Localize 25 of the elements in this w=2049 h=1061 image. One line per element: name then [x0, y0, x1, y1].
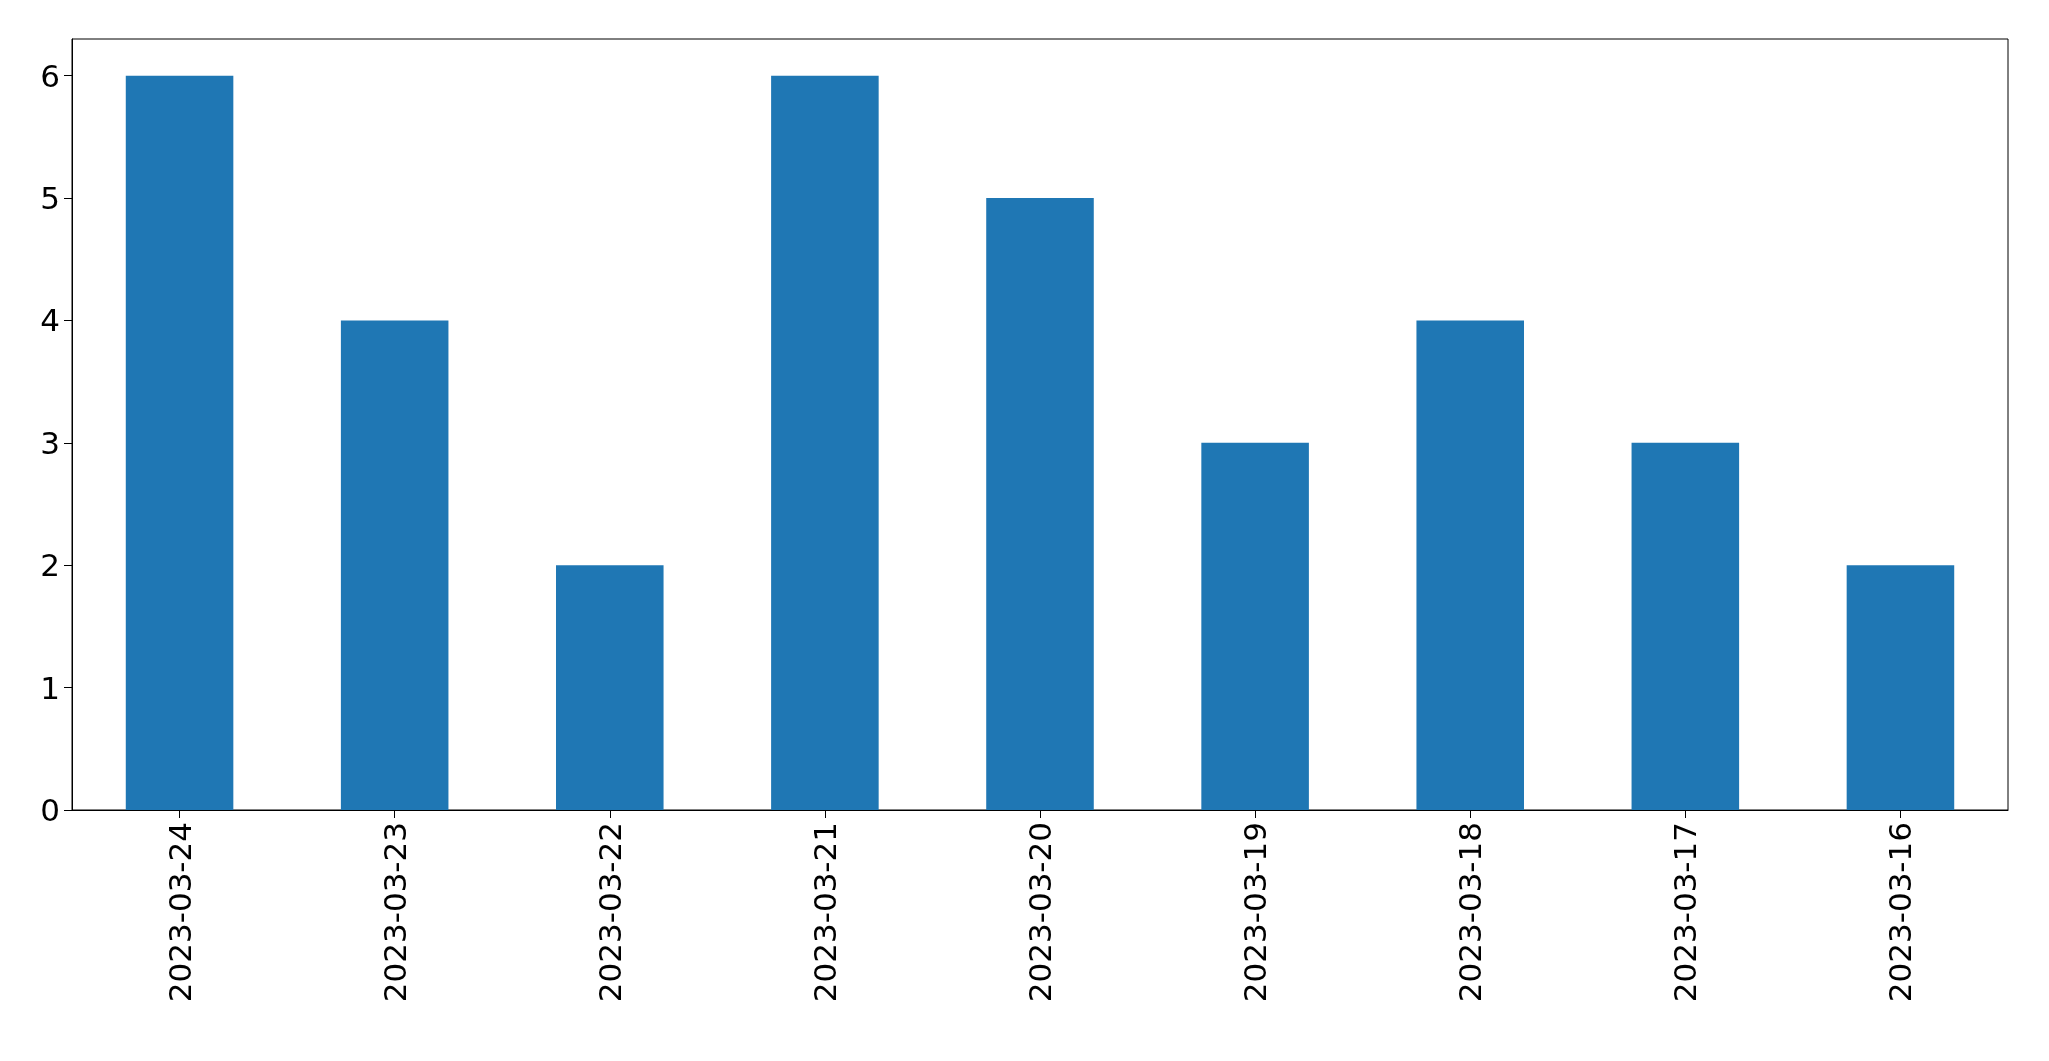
y-tick-label: 4: [40, 302, 60, 339]
y-tick-label: 3: [40, 424, 60, 461]
bar: [556, 565, 664, 810]
x-tick-label: 2023-03-16: [1882, 822, 1919, 1003]
y-tick-label: 0: [40, 792, 60, 828]
x-tick-label: 2023-03-20: [1022, 822, 1058, 1003]
bar: [771, 75, 879, 810]
bar: [1416, 320, 1524, 810]
y-tick-label: 5: [40, 180, 60, 217]
x-tick-label: 2023-03-24: [161, 822, 198, 1003]
y-tick-label: 6: [40, 57, 60, 94]
bar: [986, 198, 1094, 810]
bar: [1846, 565, 1955, 810]
bar: [125, 75, 234, 810]
x-tick-label: 2023-03-21: [806, 822, 843, 1003]
y-tick-label: 2: [40, 547, 60, 584]
x-tick-label: 2023-03-17: [1667, 822, 1704, 1003]
x-tick-label: 2023-03-23: [376, 822, 413, 1003]
x-tick-label: 2023-03-19: [1237, 822, 1274, 1003]
bar: [340, 320, 449, 810]
x-tick-label: 2023-03-18: [1452, 822, 1489, 1003]
bar: [1631, 442, 1740, 810]
x-tick-label: 2023-03-22: [591, 822, 628, 1003]
y-tick-label: 1: [40, 669, 60, 706]
bar: [1201, 442, 1309, 810]
